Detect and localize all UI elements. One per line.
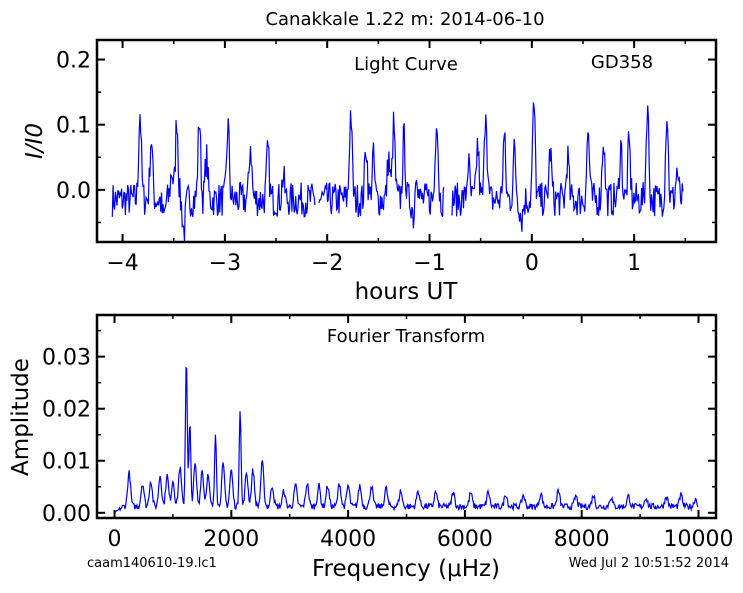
fourier-series-line	[114, 366, 699, 514]
light-curve-ylabel: I/I0	[22, 123, 48, 159]
fourier-ticks: 0 2000 4000 6000 8000 10000 0.00 0.01 0.02 0.03	[42, 315, 733, 552]
figure-title: Canakkale 1.22 m: 2014-06-10	[265, 9, 544, 30]
light-curve-xlabel: hours UT	[355, 279, 459, 305]
light-curve-ticks: −4 −3 −2 −1 0 1 0.0 0.1 0.2	[56, 40, 716, 276]
light-curve-panel: −4 −3 −2 −1 0 1 0.0 0.1 0.2 Light Curve GD358 ho…	[22, 38, 718, 305]
fourier-xtick-label: 6000	[437, 527, 493, 552]
light-curve-segment	[318, 110, 445, 229]
light-curve-xtick-label: 0	[525, 251, 539, 276]
light-curve-ytick-label: 0.0	[56, 179, 91, 204]
footer-timestamp: Wed Jul 2 10:51:52 2014	[569, 556, 729, 571]
light-curve-series	[111, 102, 684, 242]
fourier-annotation: Fourier Transform	[327, 326, 485, 347]
fourier-ytick-label: 0.01	[42, 450, 91, 475]
light-curve-xtick-label: −4	[106, 251, 138, 276]
light-curve-segment	[451, 102, 684, 232]
light-curve-segment	[111, 114, 316, 242]
fourier-ytick-label: 0.02	[42, 398, 91, 423]
light-curve-frame	[95, 38, 718, 244]
fourier-xtick-label: 0	[108, 527, 122, 552]
star-label: GD358	[591, 52, 653, 73]
light-curve-annotation: Light Curve	[354, 54, 458, 75]
fourier-ytick-label: 0.03	[42, 346, 91, 371]
fourier-ylabel: Amplitude	[8, 358, 34, 476]
light-curve-ytick-label: 0.1	[56, 114, 91, 139]
fourier-xtick-label: 8000	[554, 527, 610, 552]
light-curve-xtick-label: −2	[311, 251, 343, 276]
light-curve-xtick-label: −1	[413, 251, 445, 276]
fourier-xtick-label: 10000	[663, 527, 733, 552]
footer-filename: caam140610-19.lc1	[87, 556, 217, 571]
light-curve-xtick-label: 1	[627, 251, 641, 276]
fourier-series	[114, 361, 699, 514]
light-curve-ytick-label: 0.2	[56, 49, 91, 74]
fourier-ytick-label: 0.00	[42, 502, 91, 527]
light-curve-xtick-label: −3	[209, 251, 241, 276]
fourier-panel: 0 2000 4000 6000 8000 10000 0.00 0.01 0.02 0.03 F…	[8, 313, 733, 582]
fourier-xtick-label: 2000	[203, 527, 259, 552]
fourier-xlabel: Frequency (μHz)	[312, 556, 500, 582]
fourier-xtick-label: 4000	[320, 527, 376, 552]
